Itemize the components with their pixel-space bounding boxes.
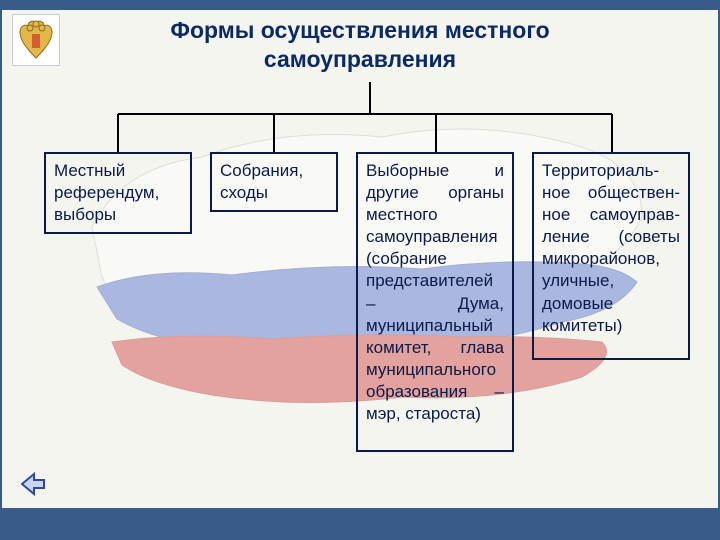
concept-box-3: Выборные и другие органы местного самоуп… (356, 152, 514, 452)
concept-box-1: Местный референдум, выборы (44, 152, 192, 234)
concept-box-text: Собрания, сходы (220, 161, 303, 202)
concept-box-text: Выборные и другие органы местного самоуп… (366, 161, 504, 423)
footer-bar (2, 508, 718, 538)
concept-box-text: Местный референдум, выборы (54, 161, 159, 224)
back-arrow-icon (14, 466, 50, 502)
slide-frame: Формы осуществления местного самоуправле… (0, 0, 720, 540)
concept-box-4: Территориаль-ное обществен-ное самоуправ… (532, 152, 690, 360)
back-button[interactable] (14, 466, 50, 502)
concept-box-2: Собрания, сходы (210, 152, 338, 212)
concept-box-text: Территориаль-ное обществен-ное самоуправ… (542, 161, 680, 335)
